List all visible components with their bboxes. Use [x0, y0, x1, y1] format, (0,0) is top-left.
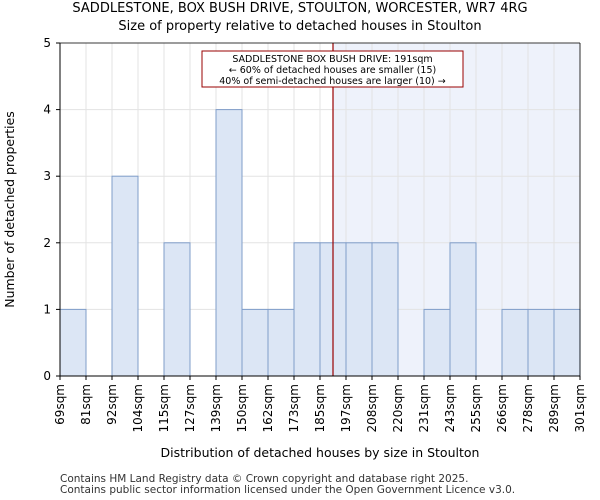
bar [345, 242, 373, 377]
x-tick-label: 127sqm [183, 384, 197, 432]
x-tick-label: 301sqm [573, 384, 587, 432]
x-tick-label: 197sqm [339, 384, 353, 432]
x-tick-label: 162sqm [261, 384, 275, 432]
x-tick-label: 115sqm [157, 384, 171, 432]
bar [527, 308, 555, 377]
x-tick-label: 278sqm [521, 384, 535, 432]
annotation-line: 40% of semi-detached houses are larger (… [219, 76, 446, 87]
annotation-line: ← 60% of detached houses are smaller (15… [229, 65, 436, 76]
y-tick-label: 3 [43, 169, 51, 183]
x-tick-label: 104sqm [131, 384, 145, 432]
x-tick-label: 150sqm [235, 384, 249, 432]
bar [501, 308, 529, 377]
x-tick-label: 266sqm [495, 384, 509, 432]
annotation-box [201, 50, 464, 88]
x-tick-label: 255sqm [469, 384, 483, 432]
x-tick-label: 220sqm [391, 384, 405, 432]
x-tick-label: 69sqm [53, 384, 67, 425]
x-tick-label: 208sqm [365, 384, 379, 432]
bar [371, 242, 399, 377]
bar-chart: 0 1 2 3 4 5 69sqm 81sqm 92sqm 104sqm 115sqm 127sqm 1… [2, 36, 587, 460]
x-tick-label: 231sqm [417, 384, 431, 432]
x-tick-label: 185sqm [313, 384, 327, 432]
bar [111, 175, 139, 377]
bar [293, 242, 321, 377]
bar [163, 242, 191, 377]
y-tick-label: 2 [43, 236, 51, 250]
footer-line: Contains public sector information licen… [60, 484, 516, 496]
x-axis-label: Distribution of detached houses by size … [161, 445, 480, 460]
bar [241, 308, 269, 377]
bar [553, 308, 581, 377]
bar [449, 242, 477, 377]
x-tick-label: 173sqm [287, 384, 301, 432]
y-tick-label: 4 [43, 103, 51, 117]
y-tick-label: 5 [43, 36, 51, 50]
y-tick-label: 0 [43, 369, 51, 383]
x-tick-label: 92sqm [105, 384, 119, 425]
chart-title: SADDLESTONE, BOX BUSH DRIVE, STOULTON, W… [72, 1, 528, 16]
y-axis-label: Number of detached properties [2, 111, 17, 308]
bar [267, 308, 295, 377]
annotation-line: SADDLESTONE BOX BUSH DRIVE: 191sqm [232, 54, 432, 65]
x-tick-label: 81sqm [79, 384, 93, 425]
bar [423, 308, 451, 377]
x-tick-label: 139sqm [209, 384, 223, 432]
x-tick-label: 243sqm [443, 384, 457, 432]
bar [215, 109, 243, 377]
x-tick-label: 289sqm [547, 384, 561, 432]
footer-line: Contains HM Land Registry data © Crown c… [60, 473, 469, 485]
y-tick-label: 1 [43, 302, 51, 316]
bar [59, 308, 87, 377]
chart-subtitle: Size of property relative to detached ho… [118, 19, 482, 34]
